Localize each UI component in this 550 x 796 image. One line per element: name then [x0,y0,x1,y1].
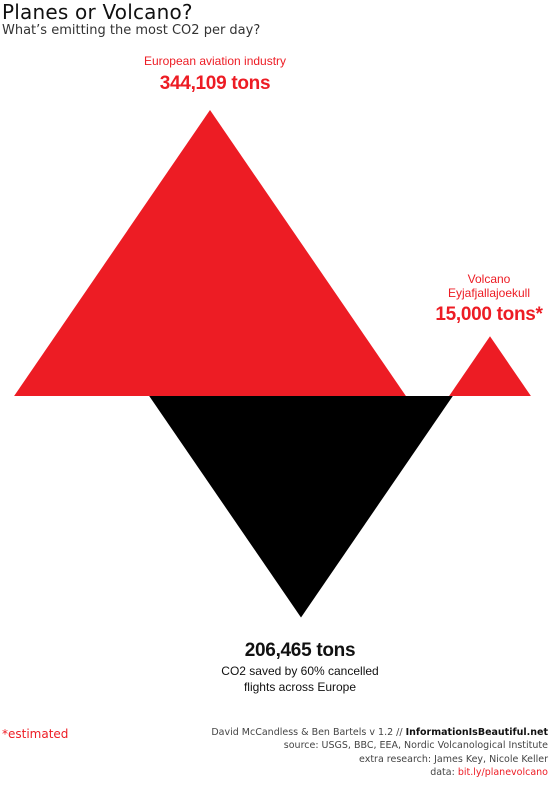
volcano-label-line1: Volcano [467,272,511,286]
aviation-triangle [14,110,406,396]
saved-desc-line2: flights across Europe [243,680,357,694]
volcano-value: 15,000 tons* [435,304,543,325]
saved-triangle [149,396,453,618]
aviation-value: 344,109 tons [159,73,271,94]
saved-label: 206,465 tons CO2 saved by 60% cancelled … [190,640,410,695]
chart-title: Planes or Volcano? [2,0,193,24]
credits-authors-line: David McCandless & Ben Bartels v 1.2 // … [211,726,548,739]
chart-subtitle: What’s emitting the most CO2 per day? [2,23,261,38]
aviation-label: European aviation industry 344,109 tons [110,54,320,95]
credits-data-line: data: bit.ly/planevolcano [211,766,548,779]
estimated-note: *estimated [2,727,69,741]
credits-data-link[interactable]: bit.ly/planevolcano [457,766,548,778]
credits-site[interactable]: InformationIsBeautiful.net [405,727,548,738]
credits-source: source: USGS, BBC, EEA, Nordic Volcanolo… [283,740,548,752]
volcano-label: Volcano Eyjafjallajoekull 15,000 tons* [430,272,548,326]
aviation-name: European aviation industry [143,54,287,68]
volcano-triangle [449,336,531,396]
credits-authors: David McCandless & Ben Bartels v 1.2 // [211,727,406,738]
saved-desc-line1: CO2 saved by 60% cancelled [221,664,379,678]
volcano-label-line2: Eyjafjallajoekull [447,286,531,300]
saved-value: 206,465 tons [244,640,356,661]
credits-research: extra research: James Key, Nicole Keller [359,753,548,765]
credits: David McCandless & Ben Bartels v 1.2 // … [211,726,548,779]
credits-data-prefix: data: [430,766,458,778]
